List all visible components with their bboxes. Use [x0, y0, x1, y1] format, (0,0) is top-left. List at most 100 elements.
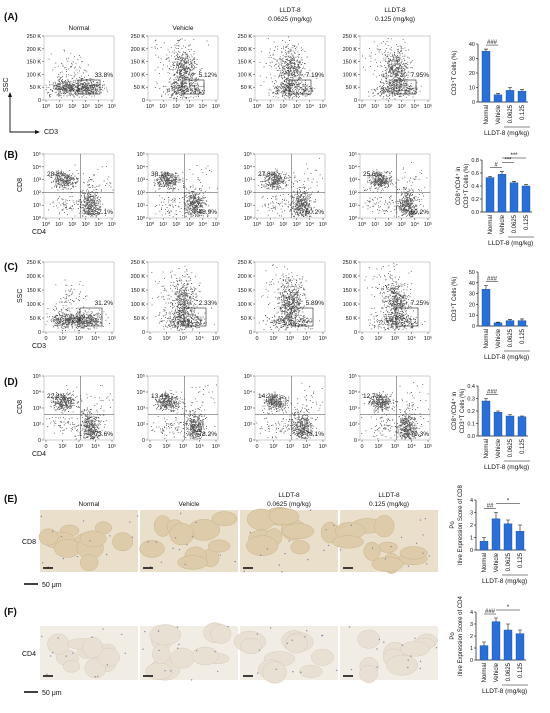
bar: [505, 415, 515, 437]
error-bar: [506, 623, 510, 630]
y-axis-label: itive Expression Score of CD8: [458, 484, 464, 564]
gate-box: [288, 79, 312, 95]
ihc-image: Normal: [38, 501, 139, 572]
scale-bar-label: 50 μm: [42, 690, 62, 697]
muscle-fibre: [169, 522, 195, 546]
flow-plot: 10⁵ 10⁴ 10³ 10² 00 10² 10³ 10⁴ 10⁵ 12.7% 79.3%: [349, 373, 433, 450]
y-tick-label: 4: [470, 610, 473, 616]
error-bar: [496, 93, 500, 95]
nucleus: [57, 637, 59, 639]
error-bar: [518, 524, 522, 532]
panel-label-c: (C): [4, 262, 18, 273]
y-tick-label: 10³: [33, 178, 41, 184]
y-tick-label: 50 K: [241, 85, 253, 91]
bar: [479, 645, 489, 661]
scatter-dots: [361, 391, 399, 415]
quadrant-ul-percentage: 14.2%: [258, 393, 277, 400]
error-bar: [488, 175, 492, 178]
category-label: Vehicle: [500, 214, 506, 234]
y-tick-label: 100 K: [343, 72, 358, 78]
nucleus: [42, 562, 44, 564]
quadrant-ul-percentage: 22.8%: [47, 393, 66, 400]
nucleus: [309, 509, 312, 511]
x-tick-label: 10²: [68, 222, 76, 228]
y-axis-label: CD8: [17, 400, 24, 414]
x-tick-label: 10²: [172, 104, 180, 110]
nucleus: [191, 535, 194, 538]
x-tick-label: 10³: [82, 104, 90, 110]
quadrant-lr-percentage: 73.6%: [95, 431, 114, 438]
sample-title: LLDT-8: [378, 492, 400, 499]
x-tick-label: 10¹: [55, 222, 63, 228]
bar: [497, 174, 507, 213]
x-tick-label: 10⁵: [319, 443, 327, 450]
nucleus: [195, 521, 197, 524]
scatter-dots: [368, 76, 422, 100]
flow-plot: LLDT-8 0.0625 (mg/kg) 250 K 200 K 150 K 100 K…: [238, 7, 328, 110]
panel-label-e: (E): [4, 494, 17, 505]
nucleus: [284, 552, 286, 555]
nucleus: [94, 676, 96, 678]
y-tick-label: 20: [469, 71, 475, 77]
quadrant-ul-percentage: 30.1%: [151, 171, 170, 178]
nucleus: [422, 534, 424, 536]
flow-plot: 250 K 200 K 150 K 100 K 50 K 00 10² 10³ 10⁴ 10⁵ 5.…: [238, 260, 328, 342]
muscle-fibre: [211, 511, 238, 526]
nucleus: [300, 671, 302, 674]
y-tick-label: 50 K: [241, 316, 253, 322]
bar: [481, 400, 491, 437]
scatter-dots: [47, 279, 90, 326]
y-tick-label: 30: [469, 292, 475, 298]
y-tick-label: 0: [354, 438, 357, 444]
scatter-dots: [392, 400, 422, 440]
y-tick-label: 150 K: [131, 288, 146, 294]
y-tick-label: 150 K: [131, 60, 146, 66]
y-tick-label: 0: [142, 438, 145, 444]
bar-chart-e: 0 1 2 3 4 Po itive Expression Score of CD8 Norm…: [450, 484, 528, 585]
bar: [481, 289, 491, 327]
significance-label: ###: [485, 609, 496, 615]
gate-percentage: 31.2%: [95, 300, 114, 307]
nucleus: [106, 664, 109, 666]
ihc-image: [40, 626, 138, 680]
quadrant-lr-percentage: 48.9%: [199, 209, 218, 216]
y-tick-label: 10²: [33, 190, 41, 196]
y-tick-label: 10³: [33, 406, 41, 412]
y-tick-label: 10²: [244, 190, 252, 196]
bar: [515, 531, 525, 551]
y-tick-label: 150 K: [343, 60, 358, 66]
group-label: LLDT-8 (mg/kg): [488, 240, 533, 247]
y-tick-label: 10⁴: [137, 164, 146, 171]
plot-frame: [147, 153, 219, 219]
category-label: 0.0625: [506, 662, 512, 681]
muscle-fibre: [282, 523, 315, 540]
ihc-image: [340, 626, 438, 683]
nucleus: [306, 630, 308, 632]
x-tick-label: 10⁴: [91, 443, 100, 450]
nucleus: [227, 625, 229, 628]
muscle-fibre: [357, 629, 381, 649]
x-tick-label: 10³: [391, 444, 399, 450]
x-tick-label: 0: [44, 336, 47, 342]
x-tick-label: 10²: [279, 104, 287, 110]
y-axis-label: SSC: [3, 78, 10, 92]
scale-bar-label: 50 μm: [42, 582, 62, 589]
quadrant-ul-percentage: 27.8%: [258, 171, 277, 178]
scatter-dots: [186, 316, 215, 329]
category-label: 0.125: [518, 552, 524, 568]
muscle-fibre: [97, 647, 120, 667]
y-tick-label: 0.6: [471, 171, 479, 177]
y-tick-label: 10³: [349, 178, 357, 184]
y-tick-label: 0: [354, 330, 357, 336]
plot-frame: [43, 153, 115, 219]
gate-box: [395, 307, 419, 327]
scatter-dots: [369, 307, 416, 331]
nucleus: [40, 515, 43, 518]
scatter-dots: [46, 413, 87, 437]
nucleus: [195, 649, 198, 652]
scatter-dots: [364, 169, 400, 194]
